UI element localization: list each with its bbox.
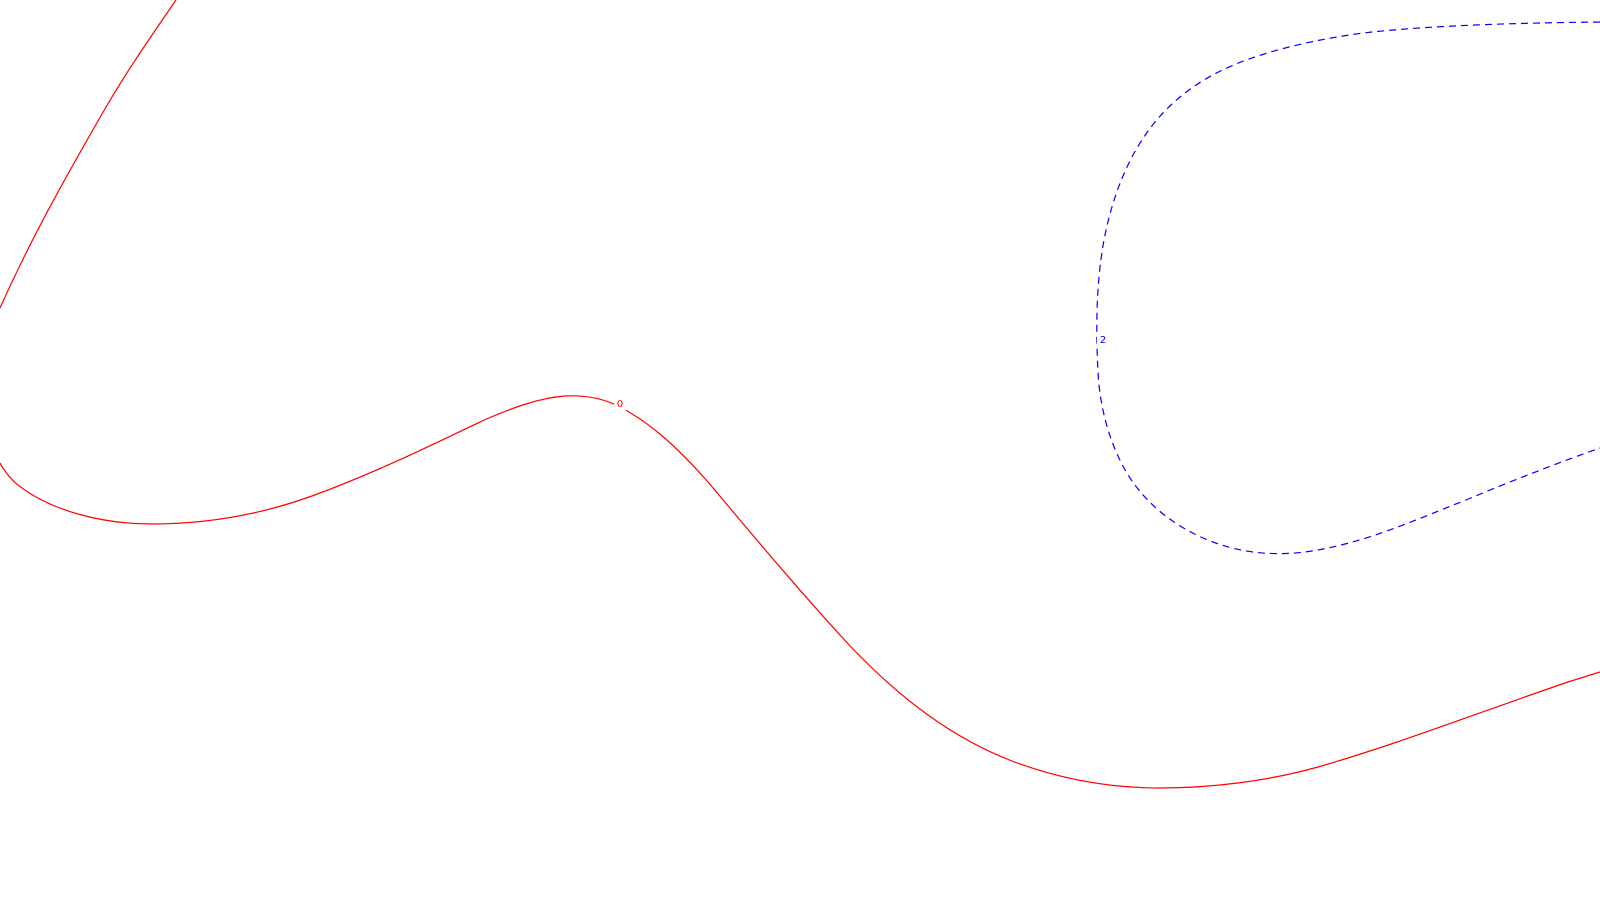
contour-line-0-upper-left: [0, 0, 177, 309]
contour-label-2: 2: [1100, 335, 1106, 346]
contour-line-0: [0, 395, 1600, 789]
contour-label-0-background: [614, 397, 626, 411]
contour-label-2-group: 2: [1097, 333, 1109, 347]
contour-label-2-background: [1097, 333, 1109, 347]
contour-line-2: [1096, 21, 1600, 555]
contour-label-0-group: 0: [614, 397, 626, 411]
contour-label-0: 0: [617, 399, 623, 410]
